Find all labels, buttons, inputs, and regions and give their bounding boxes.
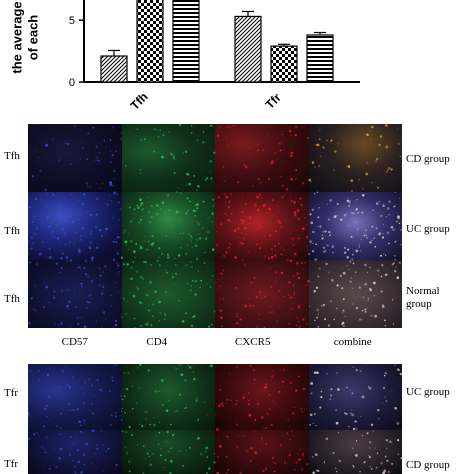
- column-label-cd4: CD4: [146, 336, 168, 348]
- category-label-tfh: Tfh: [128, 90, 151, 112]
- image-cxcr5-normal: [215, 260, 309, 328]
- image-combine-normal: [308, 260, 402, 328]
- image-cxcr5-uc: [215, 192, 309, 260]
- image-cxcr5-tfr-uc: [215, 364, 309, 430]
- image-cd57-tfr-uc: [28, 364, 122, 430]
- image-cd4-normal: [121, 260, 215, 328]
- image-cxcr5-tfr-cd: [215, 430, 309, 474]
- image-combine-tfr-uc: [308, 364, 402, 430]
- group-label-tfr-cd: CD group: [406, 459, 450, 471]
- image-cd4-uc: [121, 192, 215, 260]
- row-label-tfh-2: Tfh: [4, 225, 20, 237]
- image-cd57-uc: [28, 192, 122, 260]
- bar-tfr-2: [306, 34, 334, 83]
- column-label-cd57: CD57: [61, 336, 88, 348]
- y-tick-label-1: 5: [69, 15, 75, 27]
- group-label-normal: Normal group: [406, 285, 440, 310]
- image-combine-tfr-cd: [308, 430, 402, 474]
- row-label-tfr-2: Tfr: [4, 458, 19, 470]
- bar-tfh-1: [136, 0, 164, 83]
- y-tick-label-0: 0: [69, 77, 75, 89]
- bar-tfh-2: [172, 0, 200, 83]
- image-cxcr5-cd: [215, 124, 309, 192]
- chart-svg: 0 5 Tfh Tfr: [69, 0, 360, 112]
- row-label-tfh-1: Tfh: [4, 150, 20, 162]
- micrograph-row-tfr-uc: [28, 364, 402, 430]
- image-cd4-cd: [121, 124, 215, 192]
- bar-tfr-1: [270, 45, 298, 83]
- micrograph-panel-tfh: [28, 124, 402, 328]
- image-combine-cd: [308, 124, 402, 192]
- group-label-cd: CD group: [406, 153, 450, 165]
- column-label-combine: combine: [333, 336, 372, 348]
- category-label-tfr: Tfr: [263, 90, 284, 111]
- image-cd57-normal: [28, 260, 122, 328]
- image-cd4-tfr-uc: [121, 364, 215, 430]
- micrograph-row-uc: [28, 192, 402, 260]
- micrograph-panel-tfr: [28, 364, 402, 474]
- row-label-tfh-3: Tfh: [4, 293, 20, 305]
- row-label-tfr-1: Tfr: [4, 387, 19, 399]
- bar-chart: the average of each 0 5 Tfh Tfr: [0, 0, 474, 112]
- bar-tfh-0: [100, 55, 128, 83]
- fluorescence-speckles: [28, 124, 402, 328]
- fluorescence-speckles: [28, 364, 402, 474]
- micrograph-row-cd: [28, 124, 402, 192]
- column-label-cxcr5: CXCR5: [235, 336, 271, 348]
- image-cd57-cd: [28, 124, 122, 192]
- bar-tfr-0: [234, 15, 262, 83]
- micrograph-row-normal: [28, 260, 402, 328]
- group-label-tfr-uc: UC group: [406, 386, 450, 398]
- group-label-uc: UC group: [406, 223, 450, 235]
